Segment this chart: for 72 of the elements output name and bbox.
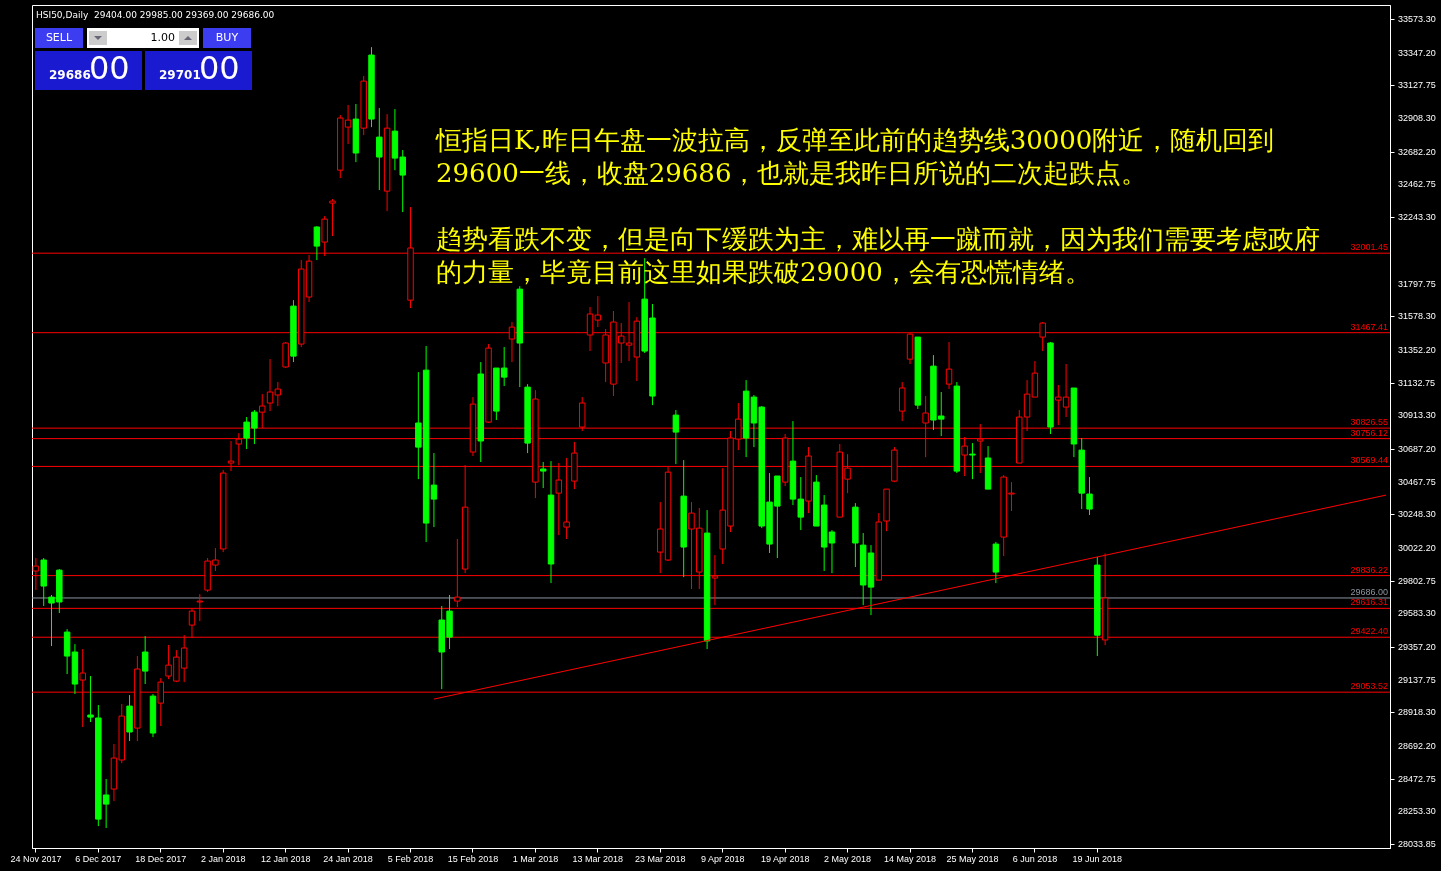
y-tick-label: 29802.75 (1398, 575, 1436, 586)
ref-line-label: 29616.31 (1350, 597, 1389, 608)
y-tick-label: 28472.75 (1398, 773, 1436, 784)
y-tick-label: 30687.20 (1398, 443, 1436, 454)
y-tick-label: 28253.30 (1398, 806, 1436, 817)
ref-line-label: 29686.00 (1350, 586, 1389, 597)
y-tick-label: 30022.20 (1398, 542, 1436, 553)
y-tick-label: 30248.30 (1398, 509, 1436, 520)
y-tick-label: 29583.30 (1398, 608, 1436, 619)
x-tick-label: 24 Jan 2018 (323, 853, 373, 864)
y-tick-label: 32908.30 (1398, 113, 1436, 124)
y-tick-label: 28692.20 (1398, 740, 1436, 751)
annotation: 00 (89, 49, 130, 87)
x-tick-label: 9 Apr 2018 (700, 853, 745, 864)
ref-line-label: 29836.22 (1350, 564, 1389, 575)
y-tick-label: 32243.30 (1398, 212, 1436, 223)
candlestick (539, 461, 547, 489)
x-tick-label: 2 May 2018 (824, 853, 872, 864)
x-tick-label: 23 Mar 2018 (635, 853, 686, 864)
y-tick-label: 33127.75 (1398, 80, 1436, 91)
ref-line-label: 30826.55 (1350, 417, 1389, 428)
x-tick-label: 6 Dec 2017 (75, 853, 122, 864)
y-tick-label: 32462.75 (1398, 179, 1436, 190)
y-tick-label: 29137.75 (1398, 674, 1436, 685)
x-tick-label: 13 Mar 2018 (572, 853, 624, 864)
annotation: 恒指日K,昨日午盘一波拉高，反弹至此前的趋势线30000附近，随机回到29600一线，收盘29686，也就是我昨日所说的二次起跌点。 (436, 124, 1276, 190)
candlestick (672, 409, 680, 465)
candlestick (898, 381, 906, 422)
ref-line-label: 29422.40 (1350, 626, 1389, 637)
ref-line-label: 32001.45 (1350, 242, 1389, 253)
text: HSI50,Daily 29404.00 29985.00 29369.00 29686.00 (36, 10, 275, 20)
annotation: 00 (199, 49, 240, 87)
y-tick-label: 30467.75 (1398, 476, 1436, 487)
x-tick-label: 12 Jan 2018 (260, 853, 311, 864)
x-tick-label: 19 Jun 2018 (1072, 853, 1123, 864)
ref-line-label: 30756.12 (1350, 427, 1389, 438)
annotation: 29701 (159, 68, 201, 82)
x-tick-label: 15 Feb 2018 (447, 853, 499, 864)
candlestick (141, 635, 149, 685)
x-tick-label: 25 May 2018 (946, 853, 999, 864)
y-tick-label: 31578.30 (1398, 311, 1436, 322)
ref-line-label: 31467.41 (1350, 321, 1389, 332)
y-tick-label: 33347.20 (1398, 47, 1436, 58)
candlestick (1031, 360, 1039, 398)
x-tick-label: 6 Jun 2018 (1012, 853, 1058, 864)
x-tick-label: 5 Feb 2018 (387, 853, 434, 864)
x-tick-label: 24 Nov 2017 (10, 853, 62, 864)
ref-line-label: 29053.52 (1350, 681, 1389, 692)
x-tick-label: 1 Mar 2018 (512, 853, 559, 864)
y-tick-label: 33573.30 (1398, 14, 1436, 25)
y-tick-label: 31797.75 (1398, 278, 1436, 289)
y-tick-label: 30913.30 (1398, 410, 1436, 421)
y-tick-label: 31352.20 (1398, 344, 1436, 355)
x-tick-label: 14 May 2018 (883, 853, 937, 864)
x-tick-label: 2 Jan 2018 (200, 853, 246, 864)
candlestick (376, 107, 383, 191)
candlestick (969, 442, 976, 480)
annotation: BUY (203, 28, 251, 48)
annotation: SELL (35, 28, 83, 48)
y-tick-label: 32682.20 (1398, 146, 1436, 157)
y-tick-label: 31132.75 (1398, 377, 1435, 388)
ref-line-label: 30569.44 (1350, 455, 1389, 466)
candlestick (329, 198, 336, 237)
candlestick (945, 341, 953, 390)
y-tick-label: 29357.20 (1398, 641, 1436, 652)
y-tick-label: 28033.85 (1398, 839, 1436, 849)
y-tick-label: 28918.30 (1398, 707, 1436, 718)
x-tick-label: 18 Dec 2017 (135, 853, 187, 864)
x-tick-label: 19 Apr 2018 (760, 853, 810, 864)
annotation: 1.00 (149, 30, 175, 46)
candlestick (313, 225, 321, 261)
annotation: 29686 (49, 68, 91, 82)
